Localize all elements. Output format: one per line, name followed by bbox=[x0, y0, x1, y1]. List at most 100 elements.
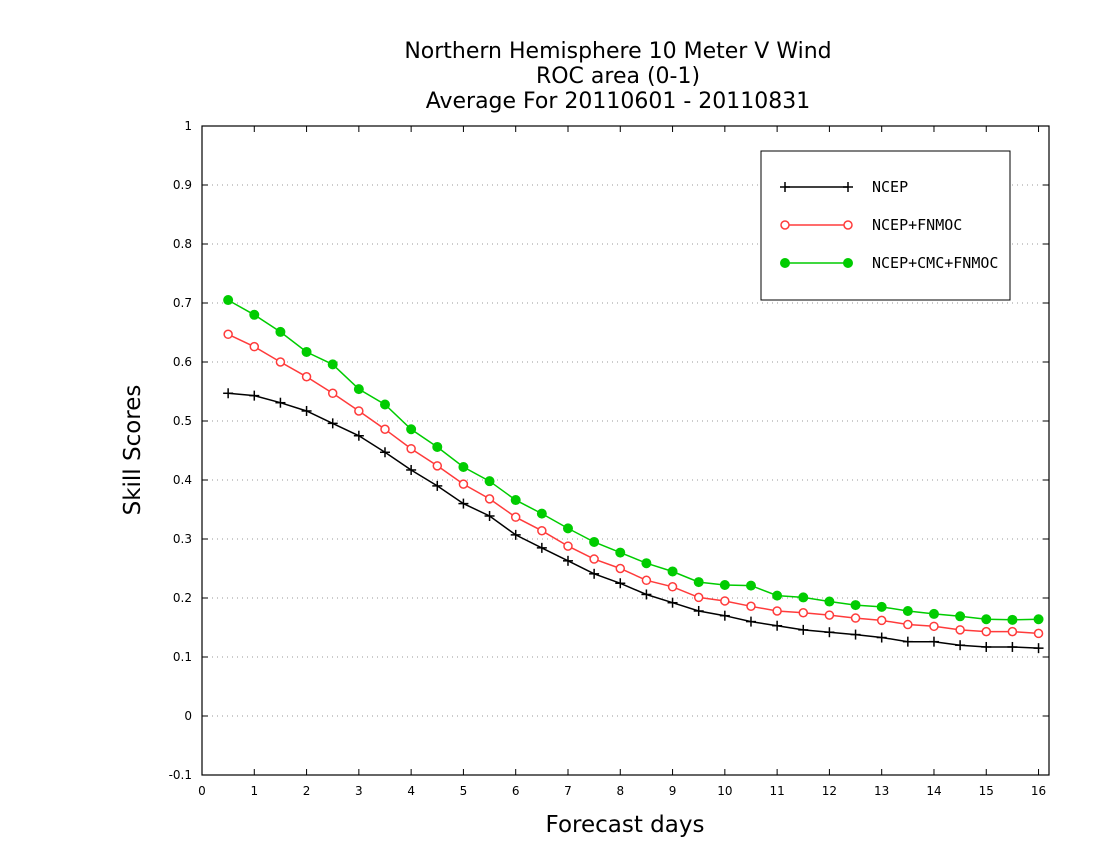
x-tick-label: 11 bbox=[769, 784, 784, 798]
data-point-ncep bbox=[824, 627, 835, 638]
data-point-ncep-fnmoc bbox=[432, 461, 443, 471]
data-point-ncep-fnmoc bbox=[380, 424, 390, 435]
data-point-ncep-cmc-fnmoc bbox=[772, 590, 783, 601]
data-point-ncep-cmc-fnmoc bbox=[536, 508, 547, 519]
legend-marker bbox=[780, 220, 790, 230]
data-point-ncep bbox=[379, 447, 390, 458]
series-ncep-cmc-fnmoc bbox=[223, 295, 1044, 625]
y-tick-label: 0.5 bbox=[173, 414, 192, 428]
data-point-ncep bbox=[719, 610, 730, 621]
data-point-ncep-cmc-fnmoc bbox=[798, 592, 809, 603]
data-point-ncep-fnmoc bbox=[484, 494, 495, 504]
data-point-ncep-cmc-fnmoc bbox=[876, 601, 887, 612]
data-point-ncep-fnmoc bbox=[955, 625, 965, 635]
data-point-ncep-fnmoc bbox=[693, 592, 704, 603]
data-point-ncep-cmc-fnmoc bbox=[484, 476, 495, 487]
x-tick-label: 15 bbox=[979, 784, 994, 798]
y-tick-label: 0 bbox=[184, 709, 192, 723]
x-tick-label: 1 bbox=[250, 784, 258, 798]
x-tick-label: 14 bbox=[926, 784, 941, 798]
data-point-ncep bbox=[353, 430, 364, 441]
data-point-ncep-fnmoc bbox=[850, 613, 861, 623]
data-point-ncep-fnmoc bbox=[249, 341, 260, 352]
y-tick-label: 0.4 bbox=[173, 473, 192, 487]
data-point-ncep bbox=[589, 568, 600, 579]
x-tick-label: 13 bbox=[874, 784, 889, 798]
legend-marker bbox=[780, 182, 790, 192]
data-point-ncep bbox=[955, 640, 966, 651]
legend: NCEP NCEP+FNMOC NCEP+CMC+FNMOC bbox=[760, 150, 1011, 301]
data-point-ncep-fnmoc bbox=[563, 541, 573, 551]
data-point-ncep-cmc-fnmoc bbox=[928, 608, 939, 619]
y-axis-title: Skill Scores bbox=[120, 385, 146, 516]
chart-title-line-2: ROC area (0-1) bbox=[536, 64, 700, 89]
data-point-ncep-cmc-fnmoc bbox=[745, 580, 756, 591]
data-point-ncep-fnmoc bbox=[720, 596, 730, 606]
legend-marker bbox=[843, 220, 853, 230]
y-tick-label: 0.6 bbox=[173, 355, 192, 369]
series-line-ncep-cmc-fnmoc bbox=[227, 299, 1039, 621]
data-point-ncep-cmc-fnmoc bbox=[379, 399, 390, 410]
data-point-ncep-cmc-fnmoc bbox=[824, 596, 835, 607]
y-tick-label: -0.1 bbox=[169, 768, 192, 782]
legend-item-ncep-fnmoc: NCEP+FNMOC bbox=[780, 216, 962, 234]
data-point-ncep bbox=[928, 636, 939, 647]
data-point-ncep-fnmoc bbox=[667, 582, 678, 592]
chart-title: Northern Hemisphere 10 Meter V Wind ROC … bbox=[404, 39, 831, 114]
data-point-ncep bbox=[772, 620, 783, 631]
data-point-ncep bbox=[641, 589, 652, 600]
data-point-ncep-cmc-fnmoc bbox=[641, 558, 652, 569]
x-tick-label: 0 bbox=[198, 784, 206, 798]
data-series bbox=[223, 295, 1044, 654]
data-point-ncep bbox=[798, 624, 809, 635]
data-point-ncep bbox=[693, 605, 704, 616]
legend-item-ncep: NCEP bbox=[780, 178, 908, 196]
x-axis-title: Forecast days bbox=[546, 812, 705, 838]
data-point-ncep bbox=[510, 529, 521, 540]
data-point-ncep bbox=[484, 510, 495, 521]
chart-title-line-3: Average For 20110601 - 20110831 bbox=[426, 89, 811, 114]
data-point-ncep bbox=[275, 397, 286, 408]
x-tick-label: 9 bbox=[669, 784, 677, 798]
data-point-ncep-cmc-fnmoc bbox=[353, 384, 364, 395]
series-ncep bbox=[223, 388, 1044, 654]
data-point-ncep-cmc-fnmoc bbox=[223, 295, 234, 306]
x-tick-label: 6 bbox=[512, 784, 520, 798]
x-tick-label: 5 bbox=[460, 784, 468, 798]
data-point-ncep-fnmoc bbox=[327, 388, 338, 399]
x-tick-label: 2 bbox=[303, 784, 311, 798]
data-point-ncep bbox=[327, 418, 338, 429]
data-point-ncep bbox=[406, 464, 417, 475]
y-tick-label: 0.7 bbox=[173, 296, 192, 310]
series-ncep-fnmoc bbox=[223, 329, 1044, 639]
data-point-ncep bbox=[562, 555, 573, 566]
data-point-ncep-fnmoc bbox=[876, 615, 887, 626]
data-point-ncep-cmc-fnmoc bbox=[850, 600, 861, 611]
data-point-ncep bbox=[249, 390, 260, 401]
x-tick-label: 7 bbox=[564, 784, 572, 798]
y-tick-label: 0.1 bbox=[173, 650, 192, 664]
data-point-ncep-cmc-fnmoc bbox=[275, 326, 286, 337]
data-point-ncep-cmc-fnmoc bbox=[327, 359, 338, 370]
data-point-ncep-fnmoc bbox=[903, 619, 913, 630]
data-point-ncep-fnmoc bbox=[824, 610, 835, 620]
legend-label: NCEP+CMC+FNMOC bbox=[872, 254, 998, 272]
data-point-ncep bbox=[1007, 641, 1018, 652]
data-point-ncep bbox=[850, 629, 861, 640]
plot-frame bbox=[201, 125, 1050, 776]
data-point-ncep-cmc-fnmoc bbox=[406, 424, 417, 435]
data-point-ncep bbox=[745, 616, 756, 627]
y-tick-label: 1 bbox=[184, 119, 192, 133]
data-point-ncep bbox=[981, 641, 992, 652]
data-point-ncep-fnmoc bbox=[223, 329, 233, 340]
data-point-ncep bbox=[301, 405, 312, 416]
data-point-ncep bbox=[223, 388, 234, 399]
axis-ticks: -0.100.10.20.30.40.50.60.70.80.910 1 2 3 4 5 6… bbox=[169, 119, 1049, 798]
data-point-ncep bbox=[876, 632, 887, 643]
x-tick-label: 4 bbox=[407, 784, 415, 798]
x-tick-label: 12 bbox=[822, 784, 837, 798]
x-tick-label: 8 bbox=[616, 784, 624, 798]
data-point-ncep-fnmoc bbox=[510, 512, 521, 522]
data-point-ncep-fnmoc bbox=[275, 357, 286, 367]
